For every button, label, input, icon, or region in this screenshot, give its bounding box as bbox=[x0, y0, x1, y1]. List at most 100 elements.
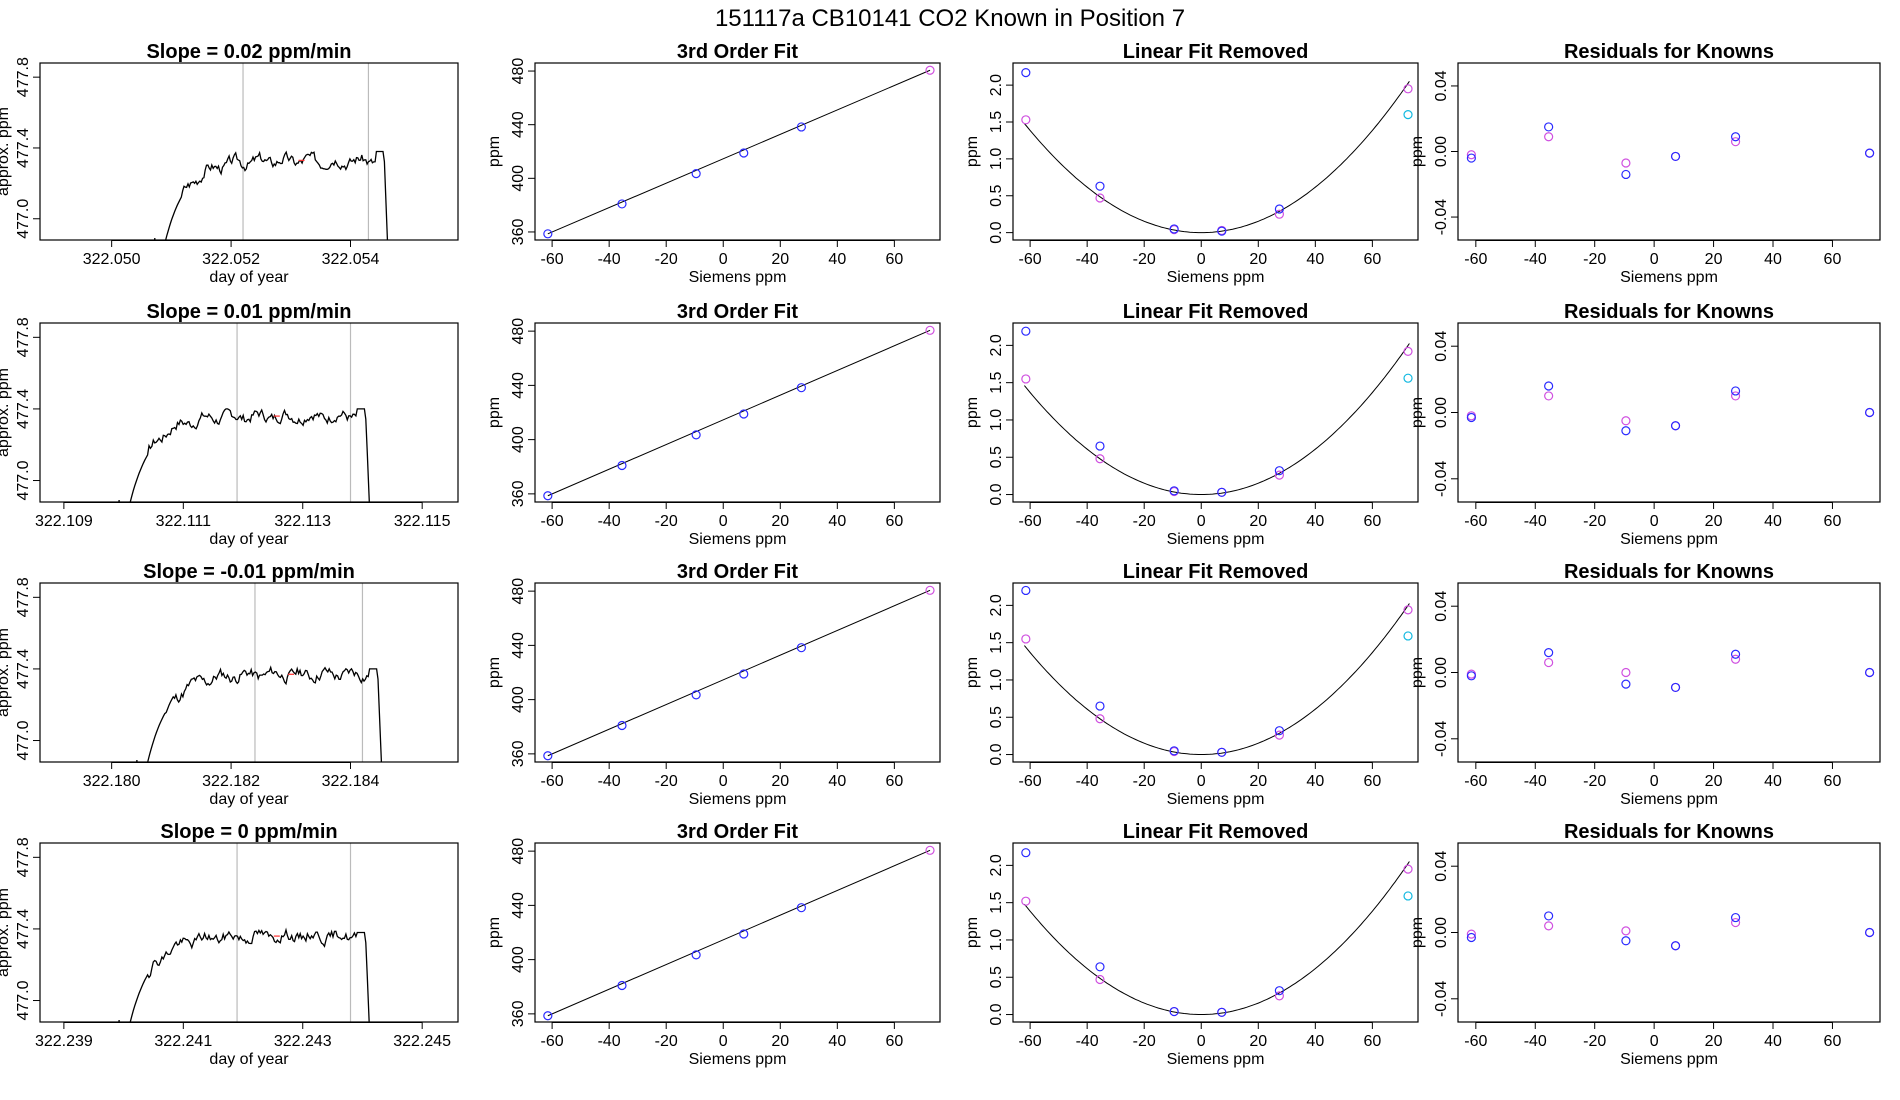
x-tick-label: 40 bbox=[1764, 1033, 1782, 1050]
y-axis-label: approx. ppm bbox=[0, 628, 12, 717]
y-axis-label: ppm bbox=[964, 136, 981, 167]
y-tick-label: 0.5 bbox=[988, 446, 1005, 468]
x-tick-label: 0 bbox=[1650, 1033, 1659, 1050]
x-tick-label: -20 bbox=[655, 513, 678, 530]
x-tick-label: -60 bbox=[541, 1033, 564, 1050]
y-axis-label: ppm bbox=[1409, 917, 1426, 948]
y-tick-label: 440 bbox=[510, 111, 527, 138]
x-tick-label: 40 bbox=[828, 513, 846, 530]
data-point bbox=[796, 122, 806, 132]
data-point-magenta bbox=[1621, 416, 1631, 426]
data-point-blue bbox=[1670, 941, 1681, 951]
data-point-magenta bbox=[1730, 654, 1741, 664]
x-tick-label: -40 bbox=[598, 773, 621, 790]
plot-area bbox=[118, 323, 370, 502]
x-axis-label: Siemens ppm bbox=[689, 791, 787, 808]
data-point-magenta bbox=[1274, 991, 1284, 1001]
plot-frame bbox=[534, 842, 941, 1023]
x-tick-label: -40 bbox=[1524, 1033, 1547, 1050]
plot-frame bbox=[1012, 842, 1419, 1023]
data-point-blue bbox=[1544, 381, 1554, 391]
plot-area bbox=[154, 63, 389, 240]
data-point-blue bbox=[1621, 936, 1631, 946]
data-point-magenta bbox=[1544, 132, 1554, 142]
data-point-magenta bbox=[1730, 391, 1741, 401]
data-point-magenta bbox=[1621, 158, 1631, 168]
y-tick-label: 1.0 bbox=[988, 929, 1005, 951]
y-tick-label: 477.0 bbox=[15, 720, 32, 760]
y-tick-label: 360 bbox=[510, 1000, 527, 1027]
x-tick-label: -20 bbox=[1583, 513, 1606, 530]
x-tick-label: 0 bbox=[1197, 773, 1206, 790]
x-tick-label: 40 bbox=[1306, 1033, 1324, 1050]
fit-curve bbox=[1024, 81, 1410, 234]
x-tick-label: 20 bbox=[1249, 1033, 1267, 1050]
x-tick-label: -20 bbox=[655, 773, 678, 790]
x-tick-label: 40 bbox=[1306, 773, 1324, 790]
x-tick-label: 60 bbox=[1824, 513, 1842, 530]
panel-title: Linear Fit Removed bbox=[1123, 821, 1309, 843]
y-tick-label: 0.5 bbox=[988, 966, 1005, 988]
data-point bbox=[925, 325, 935, 335]
panel-title: Residuals for Knowns bbox=[1564, 41, 1774, 63]
y-tick-label: 1.5 bbox=[988, 631, 1005, 653]
x-tick-label: -60 bbox=[1464, 773, 1487, 790]
y-axis-label: ppm bbox=[486, 136, 503, 167]
panel-14: 3rd Order Fit -60 -40 -20 0 20 40 60 Siemens ppm… bbox=[486, 821, 941, 1068]
y-tick-label: 480 bbox=[510, 58, 527, 85]
panel-title: Residuals for Knowns bbox=[1564, 301, 1774, 323]
y-tick-label: 440 bbox=[510, 372, 527, 399]
x-tick-label: -60 bbox=[1019, 1033, 1042, 1050]
data-point bbox=[617, 980, 627, 991]
data-point-blue bbox=[1544, 648, 1554, 658]
x-tick-label: 60 bbox=[885, 773, 903, 790]
y-tick-label: 0.0 bbox=[988, 1003, 1005, 1025]
data-point-blue bbox=[1730, 912, 1741, 923]
x-tick-label: 322.184 bbox=[322, 773, 380, 790]
x-tick-label: -40 bbox=[1076, 513, 1099, 530]
x-tick-label: 60 bbox=[1363, 1033, 1381, 1050]
plot-frame bbox=[1457, 582, 1881, 763]
x-tick-label: 40 bbox=[1764, 773, 1782, 790]
plot-area bbox=[1466, 122, 1875, 180]
x-tick-label: -20 bbox=[1133, 251, 1156, 268]
x-tick-label: 40 bbox=[828, 251, 846, 268]
x-tick-label: 60 bbox=[1363, 773, 1381, 790]
data-point-magenta bbox=[1403, 84, 1413, 94]
plot-area bbox=[1466, 911, 1875, 951]
y-axis-label: ppm bbox=[1409, 657, 1426, 688]
data-point-magenta bbox=[1095, 193, 1105, 203]
x-tick-label: 322.109 bbox=[35, 513, 93, 530]
data-point-blue bbox=[1466, 932, 1476, 943]
y-tick-label: 0.00 bbox=[1433, 136, 1450, 167]
data-point bbox=[543, 751, 553, 761]
data-point bbox=[691, 169, 701, 179]
y-tick-label: 477.0 bbox=[15, 199, 32, 239]
x-tick-label: 20 bbox=[1249, 251, 1267, 268]
y-tick-label: -0.04 bbox=[1433, 980, 1450, 1017]
y-tick-label: 1.5 bbox=[988, 111, 1005, 133]
y-tick-label: 0.5 bbox=[988, 185, 1005, 207]
panel-6: 3rd Order Fit -60 -40 -20 0 20 40 60 Siemens ppm… bbox=[486, 301, 941, 548]
panel-15: Linear Fit Removed -60 -40 -20 0 20 40 60 Siemen… bbox=[964, 821, 1419, 1068]
data-point bbox=[739, 669, 749, 679]
x-tick-label: 60 bbox=[1363, 251, 1381, 268]
data-point-blue bbox=[1274, 986, 1284, 996]
data-point-blue bbox=[1670, 151, 1681, 162]
x-tick-label: 60 bbox=[885, 1033, 903, 1050]
y-tick-label: 1.0 bbox=[988, 148, 1005, 170]
x-tick-label: 60 bbox=[1824, 251, 1842, 268]
data-point-magenta bbox=[1544, 921, 1554, 931]
data-point bbox=[739, 929, 749, 939]
plot-area bbox=[1021, 585, 1413, 757]
data-point bbox=[543, 229, 553, 239]
x-tick-label: -60 bbox=[1019, 773, 1042, 790]
y-tick-label: 0.04 bbox=[1433, 70, 1450, 101]
data-point bbox=[739, 409, 749, 419]
data-point-blue bbox=[1169, 746, 1179, 756]
data-point bbox=[796, 903, 806, 913]
x-tick-label: 20 bbox=[771, 1033, 789, 1050]
fit-line bbox=[547, 329, 931, 497]
data-point bbox=[543, 1011, 553, 1021]
